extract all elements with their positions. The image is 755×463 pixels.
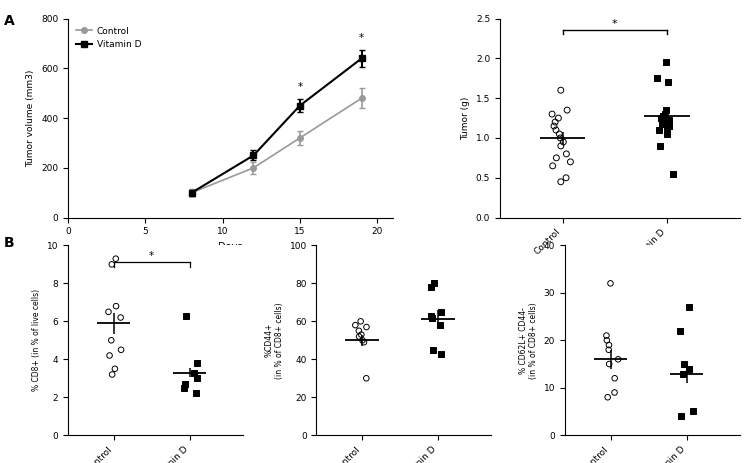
Point: [190, 390, 202, 397]
Point: [605, 280, 617, 287]
Point: [425, 283, 437, 291]
Point: [557, 138, 569, 146]
Point: [360, 323, 372, 331]
Point: [106, 371, 119, 378]
Point: [565, 158, 577, 166]
Point: [560, 150, 572, 157]
Point: [356, 331, 368, 338]
Point: [664, 122, 676, 130]
Point: [356, 337, 368, 344]
Point: [360, 375, 372, 382]
Point: [659, 110, 671, 118]
Point: [110, 302, 122, 310]
Point: [188, 369, 200, 376]
Point: [553, 114, 565, 122]
Point: [661, 130, 673, 138]
Point: [661, 125, 673, 132]
Point: [115, 314, 127, 321]
Y-axis label: Tumor (g): Tumor (g): [461, 96, 470, 140]
Point: [659, 106, 671, 114]
Legend: Control, Vitamin D: Control, Vitamin D: [72, 23, 145, 53]
Point: [353, 327, 365, 334]
Text: B: B: [4, 236, 14, 250]
Text: *: *: [359, 33, 364, 43]
Point: [355, 318, 367, 325]
Text: *: *: [149, 250, 154, 261]
Point: [550, 154, 562, 162]
Point: [179, 380, 191, 388]
Point: [350, 321, 362, 329]
Point: [115, 346, 127, 354]
Point: [106, 261, 118, 268]
Point: [191, 375, 203, 382]
Point: [667, 170, 679, 177]
Point: [353, 333, 365, 340]
Point: [555, 142, 567, 150]
Point: [662, 79, 674, 86]
Point: [653, 126, 665, 134]
Point: [657, 119, 669, 126]
Point: [612, 356, 624, 363]
Point: [673, 327, 686, 334]
Point: [603, 360, 615, 368]
Point: [555, 87, 567, 94]
Point: [103, 352, 116, 359]
Text: *: *: [612, 19, 618, 29]
Point: [609, 389, 621, 396]
Point: [180, 312, 193, 319]
Point: [677, 370, 689, 377]
Point: [561, 106, 573, 114]
Point: [683, 365, 695, 372]
Point: [655, 142, 667, 150]
Point: [678, 360, 690, 368]
Point: [554, 134, 566, 142]
Point: [105, 337, 117, 344]
Point: [651, 75, 663, 82]
Point: [603, 341, 615, 349]
Point: [659, 59, 671, 66]
Y-axis label: Tumor volume (mm3): Tumor volume (mm3): [26, 69, 35, 167]
Point: [427, 346, 439, 354]
Point: [109, 255, 122, 263]
Point: [664, 117, 676, 124]
Point: [427, 314, 439, 321]
Point: [178, 384, 190, 392]
Point: [683, 303, 695, 311]
Point: [546, 110, 558, 118]
Point: [656, 120, 668, 127]
Point: [602, 346, 615, 354]
Point: [658, 112, 670, 119]
Point: [358, 338, 370, 346]
Text: *: *: [297, 82, 303, 93]
Point: [433, 321, 445, 329]
Point: [425, 312, 437, 319]
Point: [553, 130, 565, 138]
Point: [600, 332, 612, 339]
Y-axis label: % CD62L+ CD44-
(in % of CD8+ cells): % CD62L+ CD44- (in % of CD8+ cells): [519, 302, 538, 379]
Point: [435, 350, 447, 357]
Point: [609, 375, 621, 382]
Point: [549, 119, 561, 126]
Point: [550, 126, 562, 134]
Point: [688, 408, 700, 415]
Point: [547, 162, 559, 169]
X-axis label: Days: Days: [218, 242, 242, 252]
Point: [109, 365, 121, 372]
Point: [548, 122, 560, 130]
Point: [103, 308, 115, 316]
Y-axis label: % CD8+ (in % of live cells): % CD8+ (in % of live cells): [32, 289, 42, 391]
Point: [560, 174, 572, 181]
Point: [428, 280, 440, 287]
Point: [601, 337, 613, 344]
Point: [655, 114, 667, 122]
Y-axis label: %CD44+
(in % of CD8+ cells): %CD44+ (in % of CD8+ cells): [264, 302, 284, 379]
Point: [602, 394, 614, 401]
Point: [555, 178, 567, 186]
Text: A: A: [4, 14, 14, 28]
Point: [676, 413, 688, 420]
Point: [190, 359, 202, 367]
Point: [435, 308, 447, 316]
